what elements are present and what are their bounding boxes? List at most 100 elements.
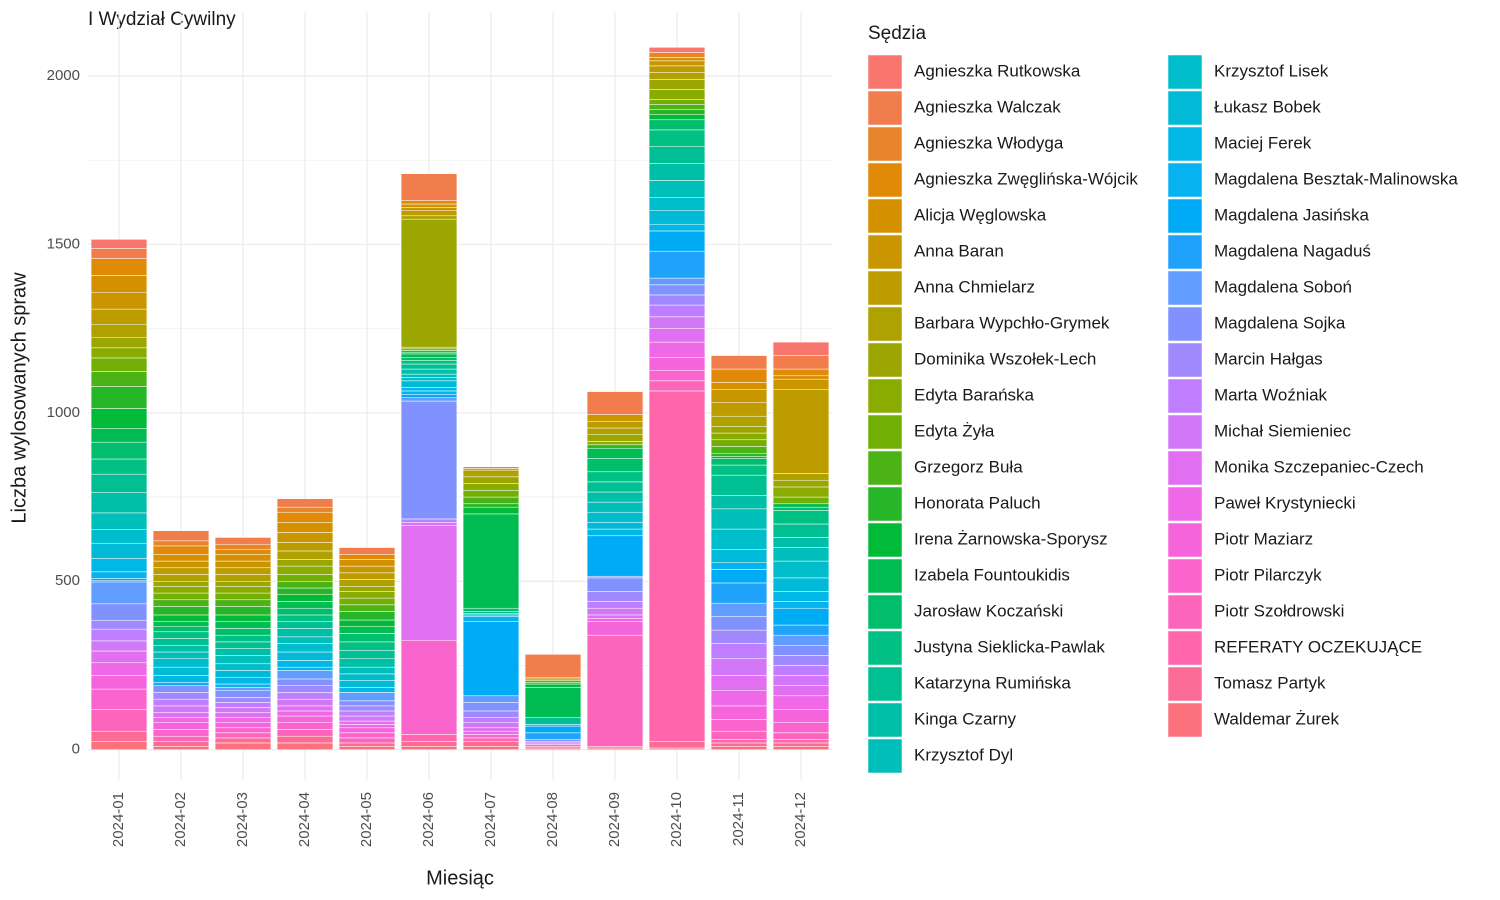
bar-segment (462, 746, 520, 750)
x-tick-label: 2024-04 (296, 792, 313, 847)
bar-segment (400, 377, 458, 382)
bar-segment (772, 709, 830, 723)
bar-segment (710, 705, 768, 720)
legend-label: Magdalena Besztak-Malinowska (1214, 169, 1458, 188)
bar-segment (90, 275, 148, 293)
bar-segment (276, 742, 334, 750)
bar-segment (214, 717, 272, 723)
bar-segment (214, 687, 272, 691)
bar-segment (338, 626, 396, 634)
bar-segment (90, 571, 148, 579)
bar-segment (710, 675, 768, 691)
bar-segment (338, 737, 396, 744)
bar-segment (276, 678, 334, 686)
bar-segment (214, 690, 272, 698)
bar-segment (586, 447, 644, 459)
bar-segment (524, 678, 582, 681)
bar-segment (586, 458, 644, 473)
bar-segment (586, 501, 644, 513)
bar-segment (276, 506, 334, 513)
legend-key (1167, 126, 1203, 162)
legend-label: Magdalena Soboń (1214, 277, 1352, 296)
bar-segment (90, 580, 148, 583)
bar-segment (772, 624, 830, 636)
bar-segment (152, 698, 210, 707)
bar-segment (524, 687, 582, 718)
bar-segment (90, 542, 148, 559)
bar-segment (648, 328, 706, 343)
bar-segment (586, 434, 644, 442)
bar-segment (276, 621, 334, 629)
legend-label: Magdalena Nagaduś (1214, 241, 1371, 260)
bar-segment (152, 530, 210, 542)
bar-segment (276, 628, 334, 638)
bar-segment (90, 239, 148, 249)
bar-segment (710, 569, 768, 584)
bar-segment (90, 428, 148, 443)
legend-key (1167, 54, 1203, 90)
legend-key (1167, 630, 1203, 666)
bar-segment (586, 481, 644, 493)
bar-segment (772, 375, 830, 380)
bar-segment (214, 641, 272, 649)
bar-segment (710, 616, 768, 631)
bar-segment (152, 631, 210, 639)
bar-segment (524, 739, 582, 742)
bar-segment (648, 47, 706, 53)
bar-segment (152, 666, 210, 676)
legend-label: Magdalena Jasińska (1214, 205, 1370, 224)
legend-label: Dominika Wszołek-Lech (914, 349, 1096, 368)
bar-segment (338, 650, 396, 659)
bar-segment (214, 732, 272, 739)
bar-segment (90, 492, 148, 514)
bar-segment (586, 621, 644, 636)
bar-segment (648, 146, 706, 164)
bar-segment (710, 602, 768, 617)
legend-key (1167, 594, 1203, 630)
bar-segment (214, 727, 272, 734)
bar-segment (338, 572, 396, 580)
legend-key (1167, 666, 1203, 702)
bar-segment (586, 614, 644, 619)
bar-segment (772, 722, 830, 734)
legend-label: Michał Siemieniec (1214, 421, 1351, 440)
bar-segment (710, 446, 768, 454)
bar-segment (400, 173, 458, 201)
bar-segment (524, 744, 582, 747)
bar-segment (648, 57, 706, 62)
bar-segment (90, 578, 148, 581)
bar-segment (338, 680, 396, 688)
bar-segment (152, 645, 210, 653)
bar-segment (400, 397, 458, 402)
legend-label: Agnieszka Włodyga (914, 133, 1064, 152)
bar-segment (710, 458, 768, 466)
bar-segment (648, 230, 706, 252)
bar-segment (586, 491, 644, 503)
bar-segment (338, 604, 396, 612)
bar-segment (338, 658, 396, 668)
bar-segment (338, 565, 396, 574)
bar-segment (90, 357, 148, 372)
bar-segment (586, 618, 644, 622)
bar-segment (586, 607, 644, 616)
bar-segment (276, 532, 334, 543)
bar-segment (648, 104, 706, 110)
bar-segment (772, 506, 830, 511)
bar-segment (90, 441, 148, 460)
bar-segment (586, 535, 644, 577)
bar-segment (214, 599, 272, 607)
bar-segment (772, 675, 830, 686)
bar-segment (338, 633, 396, 643)
bar-segment (214, 737, 272, 744)
bar-segment (90, 248, 148, 259)
bar-segment (276, 574, 334, 582)
bar-segment (462, 737, 520, 742)
bar-segment (338, 692, 396, 702)
bar-segment (214, 634, 272, 643)
bar-segment (152, 586, 210, 594)
bar-segment (90, 650, 148, 664)
bar-segment (90, 529, 148, 544)
bar-segment (276, 559, 334, 567)
x-tick-label: 2024-10 (668, 792, 685, 847)
